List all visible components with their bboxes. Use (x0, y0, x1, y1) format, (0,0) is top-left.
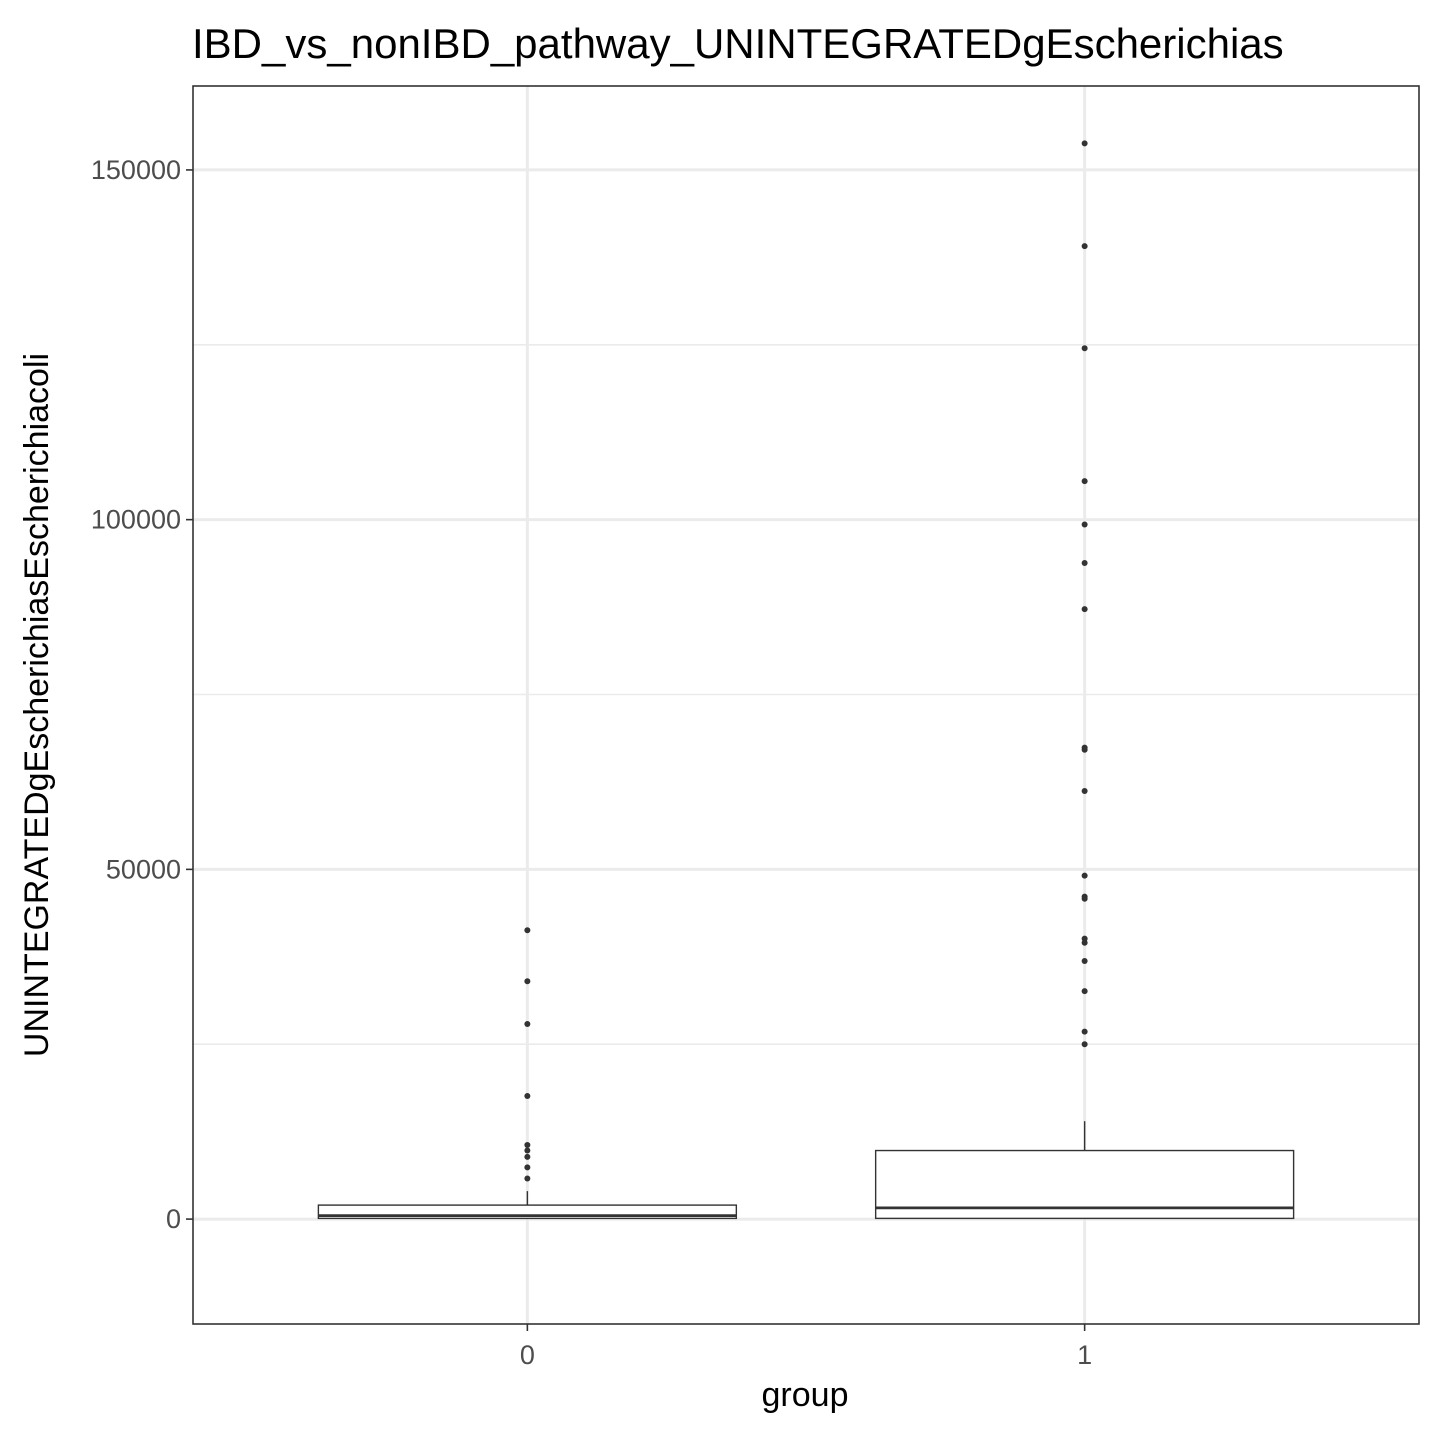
plot-panel-border (192, 85, 1420, 1325)
outlier-point (1081, 478, 1088, 485)
outlier-point (524, 1092, 531, 1099)
y-axis-title: UNINTEGRATEDgEscherichiasEscherichiacoli (18, 353, 56, 1057)
outlier-point (1081, 957, 1088, 964)
chart-title: IBD_vs_nonIBD_pathway_UNINTEGRATEDgEsche… (192, 20, 1284, 67)
outlier-point (524, 927, 531, 934)
outlier-point (1081, 746, 1088, 753)
outlier-point (524, 1164, 531, 1171)
outlier-point (1081, 872, 1088, 879)
y-tick-label: 0 (166, 1204, 181, 1234)
outlier-point (1081, 560, 1088, 567)
axes-layer: 0 50000 100000 150000 0 1 (91, 155, 1092, 1370)
x-tick-label: 0 (520, 1340, 535, 1370)
outlier-point (1081, 606, 1088, 613)
outlier-point (524, 1147, 531, 1154)
outlier-point (524, 1020, 531, 1027)
outlier-point (1081, 1041, 1088, 1048)
boxes-layer (317, 1121, 1295, 1220)
y-tick-label: 150000 (91, 155, 181, 185)
outlier-point (1081, 895, 1088, 902)
outlier-point (1081, 935, 1088, 942)
outlier-point (524, 1175, 531, 1182)
y-tick-label: 100000 (91, 505, 181, 535)
outlier-point (1081, 939, 1088, 946)
outliers-layer (524, 140, 1088, 1182)
y-tick-label: 50000 (106, 854, 181, 884)
outlier-point (1081, 345, 1088, 352)
outlier-point (524, 1141, 531, 1148)
outlier-point (1081, 243, 1088, 250)
x-axis-title: group (762, 1376, 849, 1414)
outlier-point (524, 1153, 531, 1160)
outlier-point (524, 978, 531, 985)
outlier-point (1081, 521, 1088, 528)
outlier-point (1081, 140, 1088, 147)
outlier-point (1081, 1028, 1088, 1035)
x-tick-label: 1 (1077, 1340, 1092, 1370)
outlier-point (1081, 788, 1088, 795)
outlier-point (1081, 988, 1088, 995)
